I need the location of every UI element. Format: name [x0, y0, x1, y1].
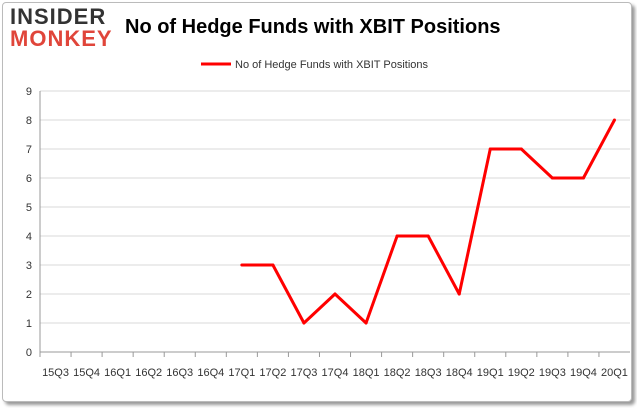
data-point — [612, 118, 616, 122]
data-point — [488, 147, 492, 151]
logo-line1: INSIDER — [10, 4, 107, 29]
x-tick-label: 19Q4 — [570, 367, 597, 379]
data-point — [364, 321, 368, 325]
x-tick-label: 18Q4 — [446, 367, 473, 379]
x-tick-label: 15Q4 — [73, 367, 100, 379]
y-tick-label: 0 — [26, 347, 32, 359]
x-tick-label: 16Q2 — [135, 367, 162, 379]
data-point — [550, 176, 554, 180]
insider-monkey-logo: INSIDER MONKEY — [10, 6, 113, 50]
data-point — [240, 263, 244, 267]
y-tick-label: 2 — [26, 289, 32, 301]
x-tick-label: 16Q3 — [166, 367, 193, 379]
chart-title: No of Hedge Funds with XBIT Positions — [125, 16, 501, 38]
x-tick-label: 17Q1 — [228, 367, 255, 379]
x-tick-label: 17Q4 — [322, 367, 349, 379]
x-tick-label: 18Q2 — [384, 367, 411, 379]
y-tick-label: 4 — [26, 231, 32, 243]
y-tick-label: 9 — [26, 86, 32, 98]
x-tick-label: 19Q2 — [508, 367, 535, 379]
data-point — [302, 321, 306, 325]
x-tick-label: 17Q2 — [259, 367, 286, 379]
x-tick-label: 15Q3 — [42, 367, 69, 379]
data-point — [519, 147, 523, 151]
x-tick-label: 18Q1 — [353, 367, 380, 379]
data-point — [271, 263, 275, 267]
y-tick-label: 3 — [26, 260, 32, 272]
y-tick-label: 7 — [26, 144, 32, 156]
y-tick-label: 5 — [26, 202, 32, 214]
x-tick-label: 20Q1 — [601, 367, 628, 379]
data-point — [426, 234, 430, 238]
x-tick-label: 18Q3 — [415, 367, 442, 379]
x-tick-label: 19Q3 — [539, 367, 566, 379]
x-tick-label: 19Q1 — [477, 367, 504, 379]
series-line — [241, 119, 616, 325]
data-point — [395, 234, 399, 238]
data-point — [457, 292, 461, 296]
y-tick-label: 8 — [26, 115, 32, 127]
chart-frame — [2, 2, 632, 402]
logo-line2: MONKEY — [10, 26, 113, 51]
legend-label: No of Hedge Funds with XBIT Positions — [235, 59, 429, 71]
x-tick-label: 16Q4 — [197, 367, 224, 379]
x-tick-label: 16Q1 — [104, 367, 131, 379]
y-tick-label: 6 — [26, 173, 32, 185]
x-tick-label: 17Q3 — [290, 367, 317, 379]
data-point — [333, 292, 337, 296]
y-tick-label: 1 — [26, 318, 32, 330]
data-point — [581, 176, 585, 180]
